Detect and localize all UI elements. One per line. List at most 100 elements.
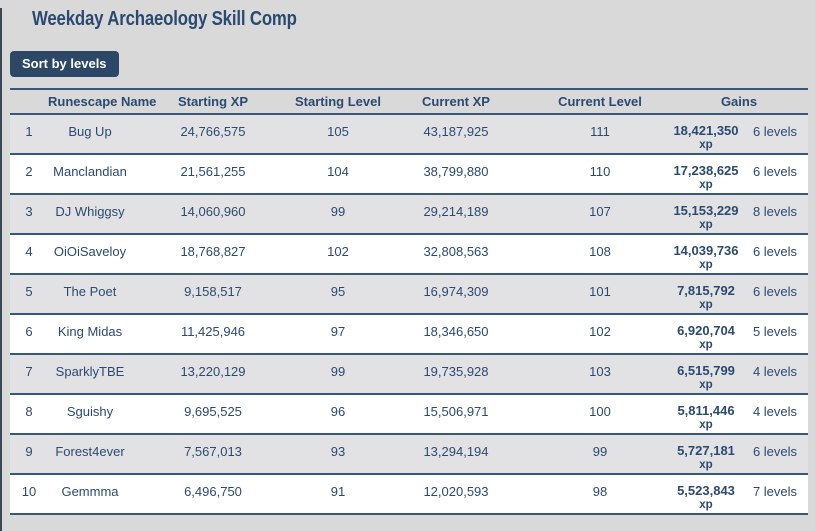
header-current-xp: Current XP [382, 88, 530, 115]
rank-cell: 7 [10, 354, 48, 395]
current-level-cell: 102 [530, 314, 670, 355]
xp-suffix-label: xp [699, 419, 713, 431]
xp-suffix-label: xp [699, 339, 713, 351]
table-row: 1 Bug Up 24,766,575 105 43,187,925 111 1… [10, 114, 808, 155]
gained-levels-cell: 6 levels [742, 434, 808, 475]
gained-xp-value: 6,515,799 [677, 363, 735, 378]
header-runescape-name: Runescape Name [48, 88, 156, 115]
starting-level-cell: 102 [294, 234, 382, 275]
table-row: 4 OiOiSaveloy 18,768,827 102 32,808,563 … [10, 234, 808, 275]
current-level-cell: 107 [530, 194, 670, 235]
gained-xp-value: 7,815,792 [677, 283, 735, 298]
player-name-cell: King Midas [48, 314, 132, 355]
table-row: 6 King Midas 11,425,946 97 18,346,650 10… [10, 314, 808, 355]
xp-suffix-label: xp [699, 299, 713, 311]
rank-cell: 5 [10, 274, 48, 315]
starting-level-cell: 91 [294, 474, 382, 515]
starting-xp-cell: 6,496,750 [132, 474, 294, 515]
header-gains: Gains [670, 88, 808, 115]
sort-by-levels-button[interactable]: Sort by levels [10, 51, 119, 77]
current-level-cell: 108 [530, 234, 670, 275]
player-name-cell: DJ Whiggsy [48, 194, 132, 235]
starting-xp-cell: 24,766,575 [132, 114, 294, 155]
current-xp-cell: 12,020,593 [382, 474, 530, 515]
gained-xp-cell: 17,238,625 xp [670, 154, 742, 195]
header-starting-xp: Starting XP [132, 88, 294, 115]
player-name-cell: Gemmma [48, 474, 132, 515]
gained-xp-cell: 6,920,704 xp [670, 314, 742, 355]
gained-levels-cell: 6 levels [742, 154, 808, 195]
player-name-cell: Bug Up [48, 114, 132, 155]
current-xp-cell: 29,214,189 [382, 194, 530, 235]
gained-xp-value: 5,811,446 [677, 403, 735, 418]
table-row: 9 Forest4ever 7,567,013 93 13,294,194 99… [10, 434, 808, 475]
current-xp-cell: 38,799,880 [382, 154, 530, 195]
starting-level-cell: 97 [294, 314, 382, 355]
gained-xp-cell: 15,153,229 xp [670, 194, 742, 235]
gained-levels-cell: 4 levels [742, 394, 808, 435]
current-level-cell: 110 [530, 154, 670, 195]
gained-xp-value: 17,238,625 [673, 163, 739, 178]
starting-xp-cell: 11,425,946 [132, 314, 294, 355]
xp-suffix-label: xp [699, 499, 713, 511]
gained-xp-value: 18,421,350 [673, 123, 739, 138]
page-title: Weekday Archaeology Skill Comp [32, 8, 297, 30]
gained-levels-cell: 6 levels [742, 274, 808, 315]
gained-levels-cell: 4 levels [742, 354, 808, 395]
rank-cell: 9 [10, 434, 48, 475]
starting-level-cell: 95 [294, 274, 382, 315]
xp-suffix-label: xp [699, 459, 713, 471]
current-level-cell: 103 [530, 354, 670, 395]
gained-xp-value: 5,523,843 [677, 483, 735, 498]
table-row: 10 Gemmma 6,496,750 91 12,020,593 98 5,5… [10, 474, 808, 515]
gained-levels-cell: 5 levels [742, 314, 808, 355]
current-level-cell: 99 [530, 434, 670, 475]
current-xp-cell: 13,294,194 [382, 434, 530, 475]
gained-levels-cell: 6 levels [742, 234, 808, 275]
starting-xp-cell: 18,768,827 [132, 234, 294, 275]
player-name-cell: OiOiSaveloy [48, 234, 132, 275]
gained-xp-cell: 6,515,799 xp [670, 354, 742, 395]
gained-xp-value: 14,039,736 [673, 243, 739, 258]
gained-levels-cell: 7 levels [742, 474, 808, 515]
header-starting-level: Starting Level [294, 88, 382, 115]
gained-xp-cell: 18,421,350 xp [670, 114, 742, 155]
current-level-cell: 101 [530, 274, 670, 315]
gained-xp-cell: 5,523,843 xp [670, 474, 742, 515]
gained-xp-cell: 5,727,181 xp [670, 434, 742, 475]
xp-suffix-label: xp [699, 379, 713, 391]
starting-level-cell: 105 [294, 114, 382, 155]
table-row: 2 Manclandian 21,561,255 104 38,799,880 … [10, 154, 808, 195]
current-xp-cell: 15,506,971 [382, 394, 530, 435]
gained-levels-cell: 6 levels [742, 114, 808, 155]
starting-level-cell: 99 [294, 194, 382, 235]
rank-cell: 8 [10, 394, 48, 435]
gained-xp-value: 5,727,181 [677, 443, 735, 458]
starting-xp-cell: 9,158,517 [132, 274, 294, 315]
xp-suffix-label: xp [699, 219, 713, 231]
rank-cell: 6 [10, 314, 48, 355]
current-level-cell: 98 [530, 474, 670, 515]
player-name-cell: The Poet [48, 274, 132, 315]
header-rank [10, 88, 48, 115]
current-level-cell: 100 [530, 394, 670, 435]
gained-xp-value: 6,920,704 [677, 323, 735, 338]
rank-cell: 3 [10, 194, 48, 235]
rank-cell: 4 [10, 234, 48, 275]
player-name-cell: Manclandian [48, 154, 132, 195]
starting-xp-cell: 9,695,525 [132, 394, 294, 435]
starting-xp-cell: 7,567,013 [132, 434, 294, 475]
current-level-cell: 111 [530, 114, 670, 155]
current-xp-cell: 32,808,563 [382, 234, 530, 275]
page: Weekday Archaeology Skill Comp Sort by l… [2, 8, 815, 515]
header-current-level: Current Level [530, 88, 670, 115]
starting-xp-cell: 14,060,960 [132, 194, 294, 235]
rank-cell: 10 [10, 474, 48, 515]
gained-xp-cell: 7,815,792 xp [670, 274, 742, 315]
starting-level-cell: 96 [294, 394, 382, 435]
xp-suffix-label: xp [699, 259, 713, 271]
xp-suffix-label: xp [699, 139, 713, 151]
rank-cell: 2 [10, 154, 48, 195]
leaderboard-table: Runescape Name Starting XP Starting Leve… [10, 88, 808, 515]
table-row: 5 The Poet 9,158,517 95 16,974,309 101 7… [10, 274, 808, 315]
